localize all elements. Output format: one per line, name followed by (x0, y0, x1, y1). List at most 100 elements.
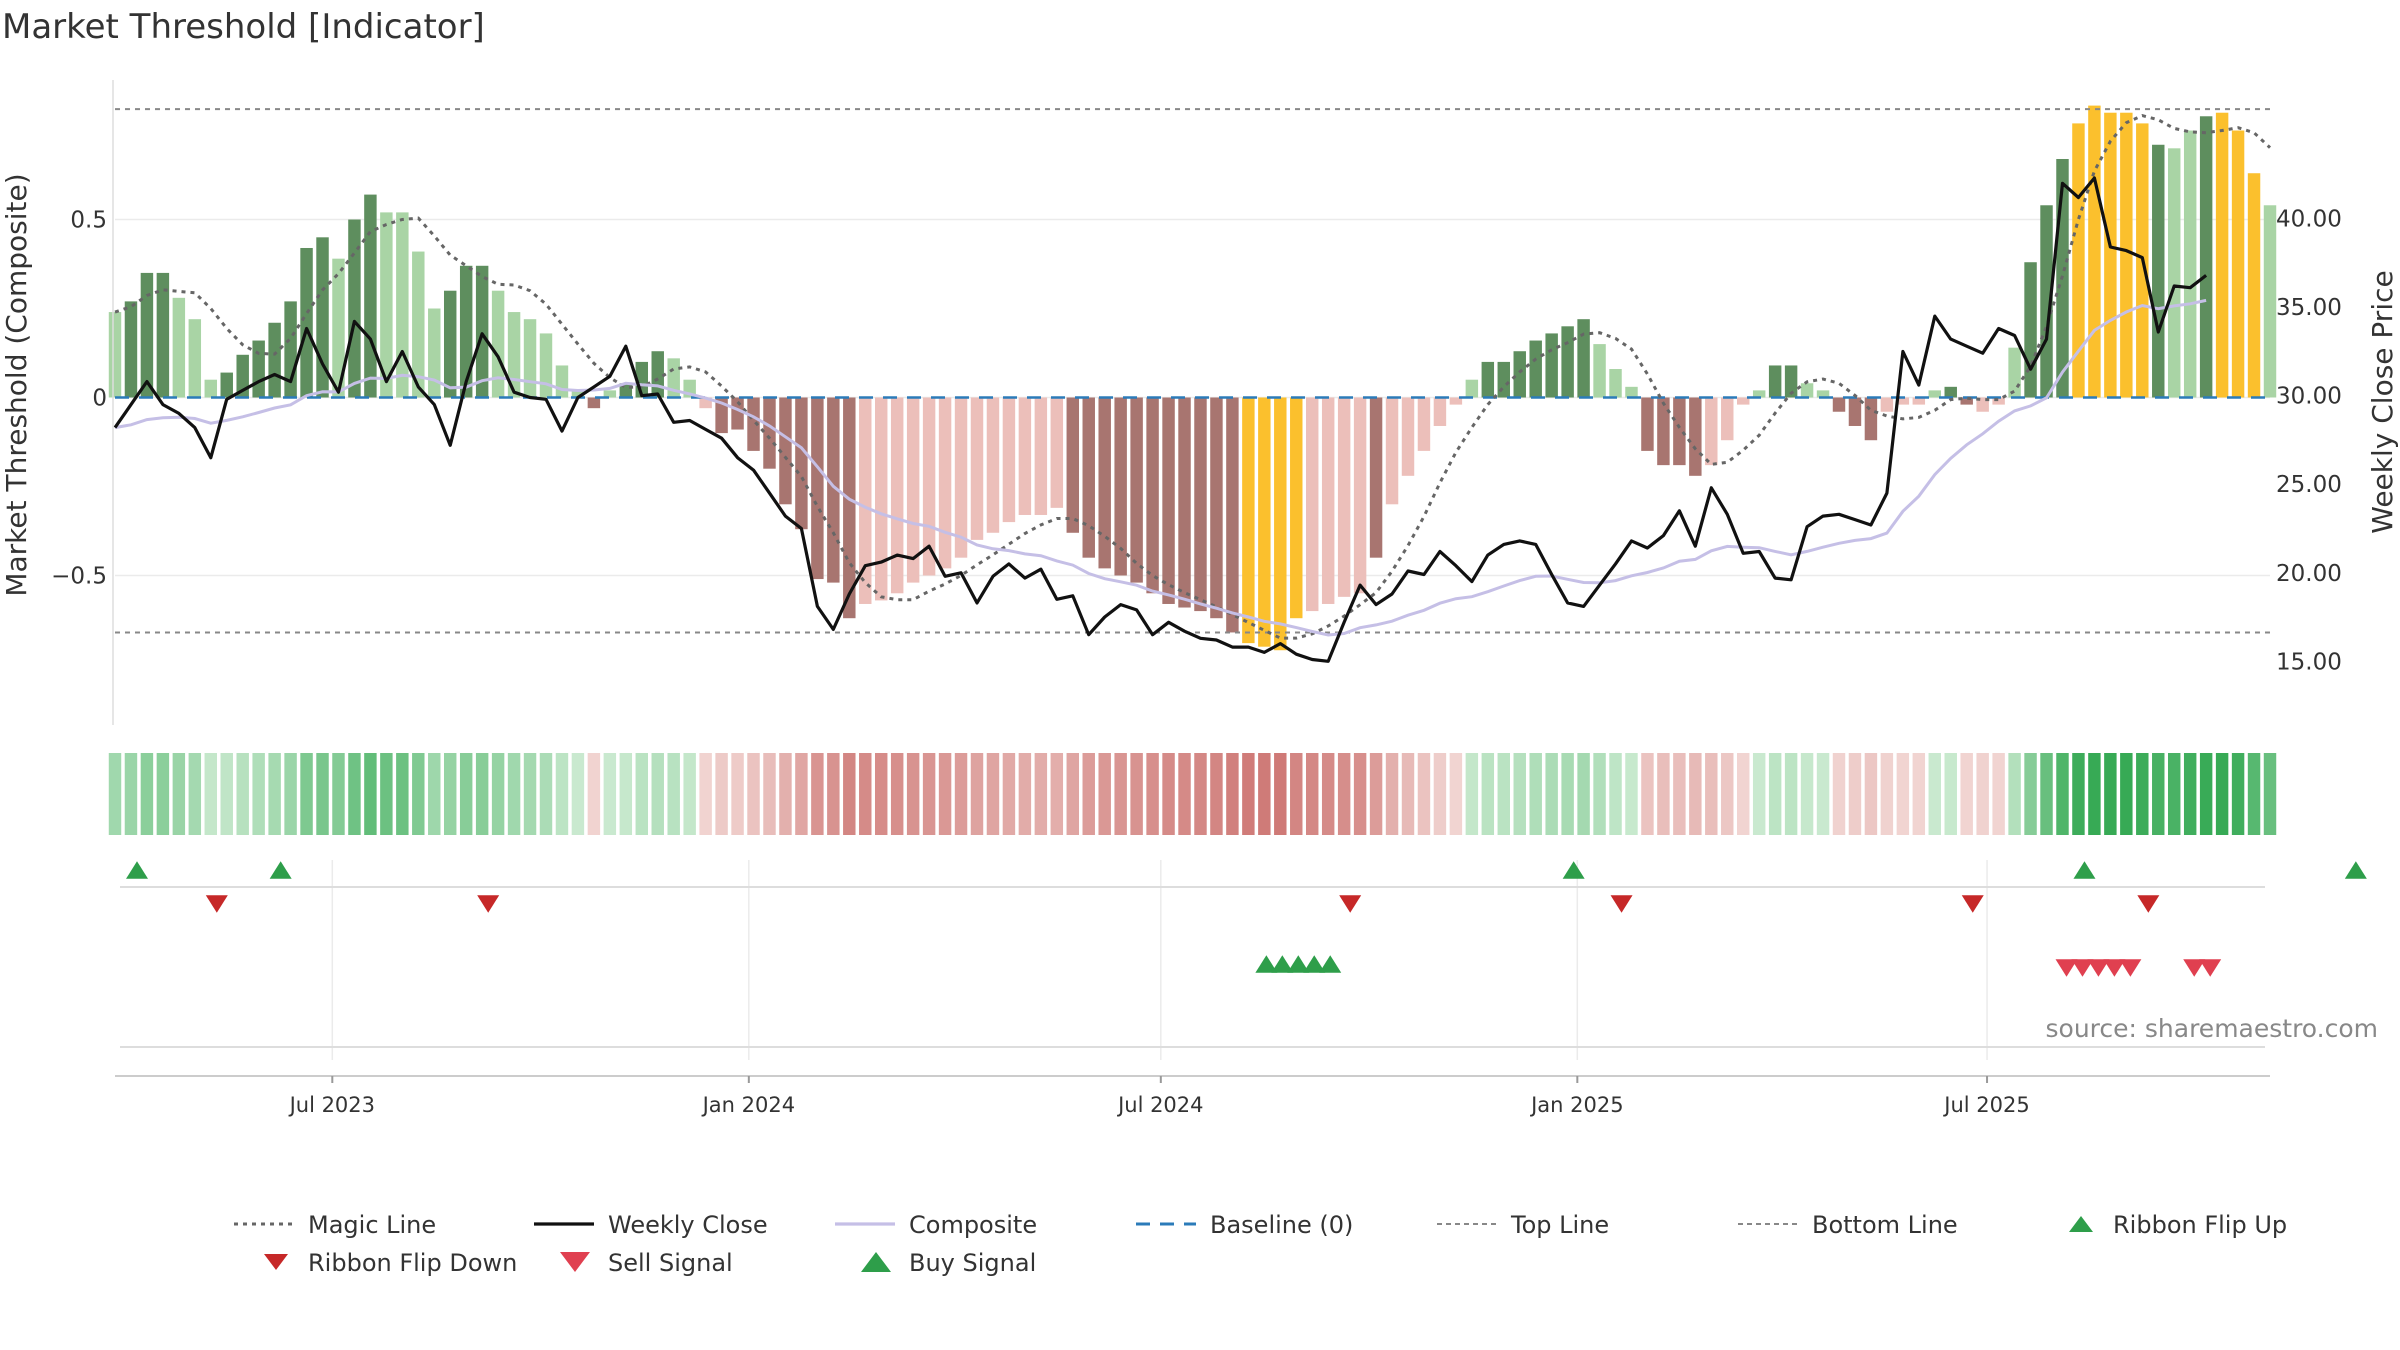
composite-bar (731, 397, 744, 430)
composite-bar (1401, 397, 1415, 476)
composite-bar (491, 290, 505, 398)
right-tick-label: 40.00 (2276, 207, 2342, 233)
x-axis: Jul 2023 Jan 2024 Jul 2024 Jan 2025 Jul 2025 (115, 1075, 2270, 1117)
legend-label: Ribbon Flip Up (2113, 1211, 2287, 1239)
composite-bar (332, 258, 345, 398)
composite-bar (938, 397, 952, 569)
composite-bar (843, 397, 856, 619)
composite-bar (603, 390, 617, 398)
legend-swatch-flip-up (2069, 1216, 2093, 1232)
ribbon-cell (396, 753, 409, 835)
buy-signal-marker (1271, 955, 1294, 973)
composite-bar (1577, 319, 1590, 398)
composite-bar (1641, 397, 1654, 451)
ribbon-cell (954, 753, 968, 835)
ribbon-cell (443, 753, 457, 835)
sell-signal-marker (2071, 959, 2094, 977)
composite-bar (124, 301, 138, 398)
composite-bar (172, 297, 186, 398)
composite-bar (1497, 361, 1511, 398)
composite-bar (348, 219, 361, 398)
composite-bar (763, 397, 776, 469)
composite-bar (827, 397, 840, 583)
ribbon-cell (2056, 753, 2069, 835)
ribbon-cell (1162, 753, 1175, 835)
composite-bar (1034, 397, 1048, 515)
legend-label: Baseline (0) (1210, 1211, 1353, 1239)
ribbon-cell (1114, 753, 1127, 835)
ribbon-cell (2072, 753, 2085, 835)
legend-label: Weekly Close (608, 1211, 768, 1239)
right-tick-label: 30.00 (2276, 384, 2342, 410)
ribbon-cell (587, 753, 601, 835)
signal-panel (120, 861, 2367, 1048)
ribbon-cell (1736, 753, 1750, 835)
composite-bar (2040, 205, 2053, 398)
ribbon-cell (667, 753, 680, 835)
composite-bar (1561, 326, 1574, 398)
composite-bar (1545, 333, 1558, 398)
ribbon-cell (1449, 753, 1463, 835)
composite-bar (2104, 112, 2117, 398)
grid-layer (115, 218, 2270, 1060)
ribbon-cell (1465, 753, 1479, 835)
ribbon-cell (1752, 753, 1766, 835)
ribbon-cell (1593, 753, 1606, 835)
ribbon-cell (300, 753, 313, 835)
ribbon-cell (1018, 753, 1032, 835)
ribbon-cell (539, 753, 553, 835)
composite-bar (1481, 361, 1495, 398)
composite-bar (156, 272, 170, 398)
ribbon-cell (651, 753, 664, 835)
ribbon-cell (2008, 753, 2021, 835)
composite-bar (2263, 205, 2277, 398)
ribbon-cell (843, 753, 856, 835)
ribbon-cell (1210, 753, 1223, 835)
composite-bar (1848, 397, 1862, 426)
ribbon-cell (1481, 753, 1495, 835)
ribbon-cell (284, 753, 297, 835)
composite-bar (140, 272, 154, 398)
ribbon-cell (348, 753, 361, 835)
composite-bar (795, 397, 808, 530)
ribbon-cell (1784, 753, 1798, 835)
legend: Magic Line Weekly Close Composite Baseline … (234, 1211, 2287, 1277)
legend-label: Magic Line (308, 1211, 436, 1239)
composite-bar (204, 379, 218, 398)
composite-bar (1162, 397, 1175, 604)
composite-bar (1433, 397, 1447, 426)
ribbon-cell (1800, 753, 1814, 835)
ribbon-cell (268, 753, 281, 835)
composite-bar (954, 397, 968, 558)
ribbon-cell (523, 753, 537, 835)
composite-bar (1657, 397, 1670, 466)
ribbon-cell (2231, 753, 2245, 835)
ribbon-cell (938, 753, 952, 835)
right-axis-label: Weekly Close Price (2366, 270, 2399, 533)
legend-label: Bottom Line (1812, 1211, 1958, 1239)
ribbon-cell (603, 753, 617, 835)
composite-bar (1305, 397, 1319, 612)
composite-bar (2024, 262, 2037, 398)
composite-bar (1721, 397, 1734, 441)
ribbon-cell (2088, 753, 2101, 835)
composite-bar (1816, 390, 1830, 398)
composite-bar (859, 397, 872, 604)
ribbon-cell (364, 753, 377, 835)
ribbon-cell (1577, 753, 1590, 835)
chart-lines (113, 108, 2272, 663)
ribbon-cell (1305, 753, 1319, 835)
ribbon-cell (140, 753, 154, 835)
legend-label: Top Line (1510, 1211, 1609, 1239)
ribbon-flip-up-marker (269, 861, 292, 879)
ribbon-cell (715, 753, 728, 835)
composite-bar (970, 397, 984, 540)
ribbon-cell (156, 753, 170, 835)
ribbon-cell (236, 753, 249, 835)
composite-bar (1066, 397, 1080, 533)
composite-bar (1130, 397, 1143, 583)
ribbon-cell (1321, 753, 1335, 835)
sell-signal-marker (2199, 959, 2222, 977)
composite-bar (507, 312, 521, 398)
ribbon-cell (1689, 753, 1702, 835)
